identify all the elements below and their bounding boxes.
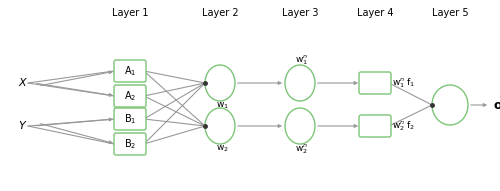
Text: Layer 3: Layer 3	[282, 8, 319, 18]
Ellipse shape	[285, 65, 315, 101]
Text: w$_1$: w$_1$	[216, 101, 228, 111]
FancyBboxPatch shape	[114, 85, 146, 107]
Text: w$_2^n$: w$_2^n$	[296, 142, 308, 156]
Text: Layer 2: Layer 2	[202, 8, 238, 18]
FancyBboxPatch shape	[359, 72, 391, 94]
Ellipse shape	[432, 85, 468, 125]
Text: w$_2^n$ f$_2$: w$_2^n$ f$_2$	[392, 119, 415, 133]
Text: Layer 5: Layer 5	[432, 8, 469, 18]
Ellipse shape	[205, 65, 235, 101]
Text: A$_2$: A$_2$	[124, 89, 136, 103]
Ellipse shape	[205, 108, 235, 144]
FancyBboxPatch shape	[114, 133, 146, 155]
Text: w$_1^n$ f$_1$: w$_1^n$ f$_1$	[392, 76, 415, 90]
Text: w$_1^n$: w$_1^n$	[296, 53, 308, 67]
Text: Layer 1: Layer 1	[112, 8, 148, 18]
Text: A$_1$: A$_1$	[124, 64, 136, 78]
Text: Y: Y	[18, 121, 26, 131]
Text: output: output	[494, 99, 500, 112]
FancyBboxPatch shape	[114, 108, 146, 130]
FancyBboxPatch shape	[359, 115, 391, 137]
Text: B$_2$: B$_2$	[124, 137, 136, 151]
Text: X: X	[18, 78, 26, 88]
Text: B$_1$: B$_1$	[124, 112, 136, 126]
Text: Layer 4: Layer 4	[357, 8, 393, 18]
Ellipse shape	[285, 108, 315, 144]
FancyBboxPatch shape	[114, 60, 146, 82]
Text: w$_2$: w$_2$	[216, 144, 228, 154]
